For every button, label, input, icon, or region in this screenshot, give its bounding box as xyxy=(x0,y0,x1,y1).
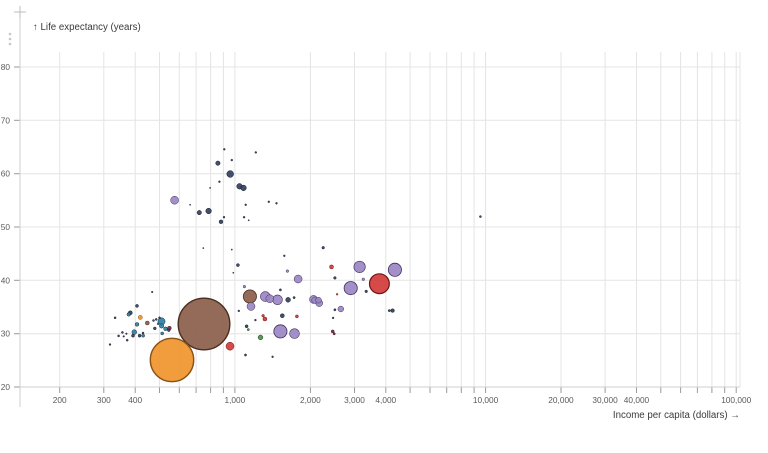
svg-text:4,000: 4,000 xyxy=(375,395,396,405)
svg-text:Income per capita (dollars) →: Income per capita (dollars) → xyxy=(613,410,740,421)
svg-text:2,000: 2,000 xyxy=(300,395,321,405)
svg-text:↑ Life expectancy (years): ↑ Life expectancy (years) xyxy=(33,22,141,33)
svg-text:20,000: 20,000 xyxy=(548,395,574,405)
svg-text:80: 80 xyxy=(1,62,11,72)
svg-text:1,000: 1,000 xyxy=(225,395,246,405)
svg-text:30: 30 xyxy=(1,329,11,339)
svg-text:400: 400 xyxy=(128,395,142,405)
svg-text:300: 300 xyxy=(97,395,111,405)
svg-text:20: 20 xyxy=(1,382,11,392)
svg-text:70: 70 xyxy=(1,115,11,125)
svg-text:200: 200 xyxy=(53,395,67,405)
svg-text:50: 50 xyxy=(1,222,11,232)
svg-text:100,000: 100,000 xyxy=(721,395,751,405)
svg-text:3,000: 3,000 xyxy=(344,395,365,405)
svg-text:30,000: 30,000 xyxy=(592,395,618,405)
svg-text:40,000: 40,000 xyxy=(624,395,650,405)
svg-text:60: 60 xyxy=(1,169,11,179)
svg-text:10,000: 10,000 xyxy=(473,395,499,405)
svg-text:40: 40 xyxy=(1,275,11,285)
